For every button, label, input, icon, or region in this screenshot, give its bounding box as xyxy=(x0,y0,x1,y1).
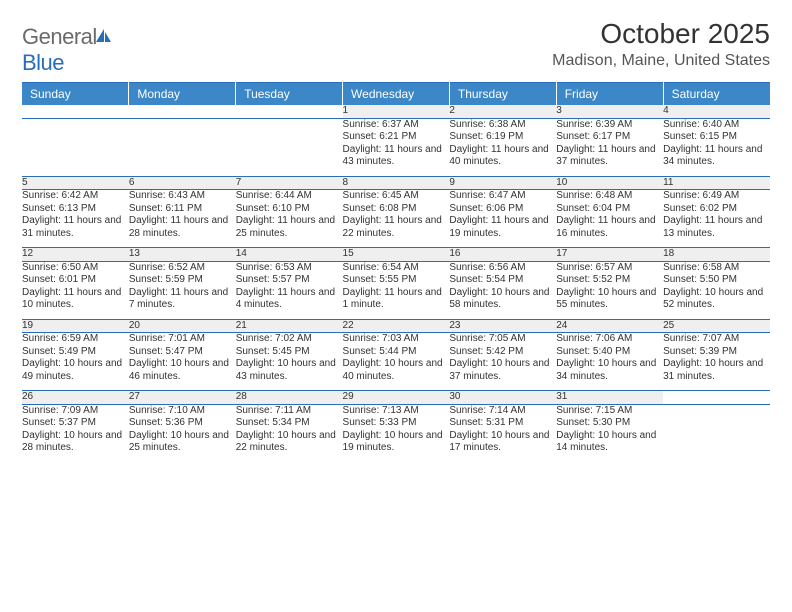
day-header: Tuesday xyxy=(236,83,343,106)
day-number: 25 xyxy=(663,319,770,333)
day-cell: Sunrise: 6:48 AMSunset: 6:04 PMDaylight:… xyxy=(556,190,663,248)
day-cell: Sunrise: 6:42 AMSunset: 6:13 PMDaylight:… xyxy=(22,190,129,248)
day-cell: Sunrise: 6:59 AMSunset: 5:49 PMDaylight:… xyxy=(22,333,129,391)
day-header: Monday xyxy=(129,83,236,106)
logo-text-gray: General xyxy=(22,24,97,49)
day-cell: Sunrise: 7:09 AMSunset: 5:37 PMDaylight:… xyxy=(22,404,129,462)
day-number: 6 xyxy=(129,176,236,190)
logo-text-blue: Blue xyxy=(22,50,64,75)
day-number: 29 xyxy=(343,391,450,405)
logo-text: GeneralBlue xyxy=(22,24,113,76)
day-number: 20 xyxy=(129,319,236,333)
day-cell: Sunrise: 7:13 AMSunset: 5:33 PMDaylight:… xyxy=(343,404,450,462)
day-cell: Sunrise: 7:15 AMSunset: 5:30 PMDaylight:… xyxy=(556,404,663,462)
day-content-row: Sunrise: 6:37 AMSunset: 6:21 PMDaylight:… xyxy=(22,118,770,176)
day-cell xyxy=(236,118,343,176)
day-cell: Sunrise: 7:11 AMSunset: 5:34 PMDaylight:… xyxy=(236,404,343,462)
day-number: 23 xyxy=(449,319,556,333)
day-cell: Sunrise: 6:56 AMSunset: 5:54 PMDaylight:… xyxy=(449,261,556,319)
day-cell xyxy=(22,118,129,176)
day-header: Sunday xyxy=(22,83,129,106)
day-content-row: Sunrise: 6:42 AMSunset: 6:13 PMDaylight:… xyxy=(22,190,770,248)
day-cell: Sunrise: 6:44 AMSunset: 6:10 PMDaylight:… xyxy=(236,190,343,248)
logo: GeneralBlue xyxy=(22,18,113,76)
day-number: 22 xyxy=(343,319,450,333)
day-number: 8 xyxy=(343,176,450,190)
day-number: 7 xyxy=(236,176,343,190)
day-number: 31 xyxy=(556,391,663,405)
day-cell: Sunrise: 6:40 AMSunset: 6:15 PMDaylight:… xyxy=(663,118,770,176)
day-number: 11 xyxy=(663,176,770,190)
day-number: 2 xyxy=(449,105,556,118)
day-cell: Sunrise: 6:52 AMSunset: 5:59 PMDaylight:… xyxy=(129,261,236,319)
day-cell: Sunrise: 7:06 AMSunset: 5:40 PMDaylight:… xyxy=(556,333,663,391)
day-number: 19 xyxy=(22,319,129,333)
day-cell: Sunrise: 6:57 AMSunset: 5:52 PMDaylight:… xyxy=(556,261,663,319)
day-cell: Sunrise: 6:50 AMSunset: 6:01 PMDaylight:… xyxy=(22,261,129,319)
day-cell: Sunrise: 6:45 AMSunset: 6:08 PMDaylight:… xyxy=(343,190,450,248)
logo-sail-icon xyxy=(95,24,113,50)
day-cell: Sunrise: 7:03 AMSunset: 5:44 PMDaylight:… xyxy=(343,333,450,391)
day-header: Friday xyxy=(556,83,663,106)
day-cell: Sunrise: 7:05 AMSunset: 5:42 PMDaylight:… xyxy=(449,333,556,391)
day-number: 10 xyxy=(556,176,663,190)
day-cell: Sunrise: 6:54 AMSunset: 5:55 PMDaylight:… xyxy=(343,261,450,319)
day-cell: Sunrise: 6:37 AMSunset: 6:21 PMDaylight:… xyxy=(343,118,450,176)
day-number xyxy=(236,105,343,118)
day-cell: Sunrise: 7:14 AMSunset: 5:31 PMDaylight:… xyxy=(449,404,556,462)
day-number xyxy=(22,105,129,118)
day-number-row: 1234 xyxy=(22,105,770,118)
calendar-page: GeneralBlue October 2025 Madison, Maine,… xyxy=(0,0,792,472)
day-content-row: Sunrise: 7:09 AMSunset: 5:37 PMDaylight:… xyxy=(22,404,770,462)
day-number-row: 19202122232425 xyxy=(22,319,770,333)
day-number xyxy=(129,105,236,118)
header: GeneralBlue October 2025 Madison, Maine,… xyxy=(22,18,770,76)
month-title: October 2025 xyxy=(552,18,770,50)
day-header: Saturday xyxy=(663,83,770,106)
day-number: 16 xyxy=(449,248,556,262)
day-cell: Sunrise: 6:38 AMSunset: 6:19 PMDaylight:… xyxy=(449,118,556,176)
day-header: Thursday xyxy=(449,83,556,106)
day-cell: Sunrise: 7:02 AMSunset: 5:45 PMDaylight:… xyxy=(236,333,343,391)
day-number: 24 xyxy=(556,319,663,333)
day-number-row: 262728293031 xyxy=(22,391,770,405)
title-block: October 2025 Madison, Maine, United Stat… xyxy=(552,18,770,70)
day-number: 14 xyxy=(236,248,343,262)
day-cell: Sunrise: 6:53 AMSunset: 5:57 PMDaylight:… xyxy=(236,261,343,319)
day-cell: Sunrise: 7:01 AMSunset: 5:47 PMDaylight:… xyxy=(129,333,236,391)
calendar-table: Sunday Monday Tuesday Wednesday Thursday… xyxy=(22,82,770,462)
day-number xyxy=(663,391,770,405)
day-cell: Sunrise: 7:10 AMSunset: 5:36 PMDaylight:… xyxy=(129,404,236,462)
day-number-row: 567891011 xyxy=(22,176,770,190)
day-content-row: Sunrise: 6:59 AMSunset: 5:49 PMDaylight:… xyxy=(22,333,770,391)
day-number: 12 xyxy=(22,248,129,262)
day-number: 30 xyxy=(449,391,556,405)
day-cell: Sunrise: 7:07 AMSunset: 5:39 PMDaylight:… xyxy=(663,333,770,391)
day-cell: Sunrise: 6:58 AMSunset: 5:50 PMDaylight:… xyxy=(663,261,770,319)
day-number: 3 xyxy=(556,105,663,118)
day-number: 15 xyxy=(343,248,450,262)
day-number: 5 xyxy=(22,176,129,190)
day-cell xyxy=(129,118,236,176)
day-cell: Sunrise: 6:39 AMSunset: 6:17 PMDaylight:… xyxy=(556,118,663,176)
day-number: 26 xyxy=(22,391,129,405)
day-number: 27 xyxy=(129,391,236,405)
day-number-row: 12131415161718 xyxy=(22,248,770,262)
day-number: 1 xyxy=(343,105,450,118)
day-cell: Sunrise: 6:49 AMSunset: 6:02 PMDaylight:… xyxy=(663,190,770,248)
day-number: 18 xyxy=(663,248,770,262)
day-number: 4 xyxy=(663,105,770,118)
day-number: 17 xyxy=(556,248,663,262)
day-number: 28 xyxy=(236,391,343,405)
day-header-row: Sunday Monday Tuesday Wednesday Thursday… xyxy=(22,83,770,106)
day-number: 9 xyxy=(449,176,556,190)
day-number: 21 xyxy=(236,319,343,333)
day-cell: Sunrise: 6:43 AMSunset: 6:11 PMDaylight:… xyxy=(129,190,236,248)
day-header: Wednesday xyxy=(343,83,450,106)
location: Madison, Maine, United States xyxy=(552,52,770,70)
day-cell xyxy=(663,404,770,462)
day-content-row: Sunrise: 6:50 AMSunset: 6:01 PMDaylight:… xyxy=(22,261,770,319)
day-number: 13 xyxy=(129,248,236,262)
day-cell: Sunrise: 6:47 AMSunset: 6:06 PMDaylight:… xyxy=(449,190,556,248)
